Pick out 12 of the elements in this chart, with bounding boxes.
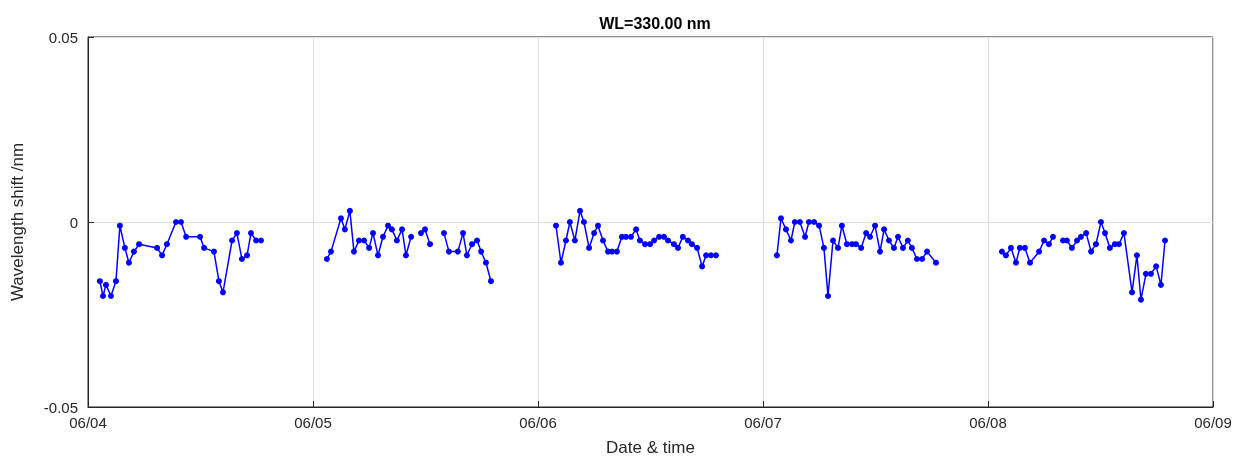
x-tick-label: 06/08	[969, 414, 1007, 431]
y-tick-label: 0.05	[48, 28, 78, 46]
x-tick-label: 06/09	[1194, 414, 1232, 431]
x-tick-label: 06/06	[519, 414, 557, 431]
x-tick-label: 06/04	[69, 414, 107, 431]
x-axis-title: Date & time	[606, 438, 695, 457]
y-tick-label: -0.05	[43, 398, 78, 416]
x-tick-label: 06/07	[744, 414, 782, 431]
y-axis-title: Wavelength shift /nm	[8, 142, 27, 302]
chart-title: WL=330.00 nm	[599, 14, 711, 32]
x-tick-label: 06/05	[294, 414, 332, 431]
y-tick-label: 0	[69, 213, 78, 231]
